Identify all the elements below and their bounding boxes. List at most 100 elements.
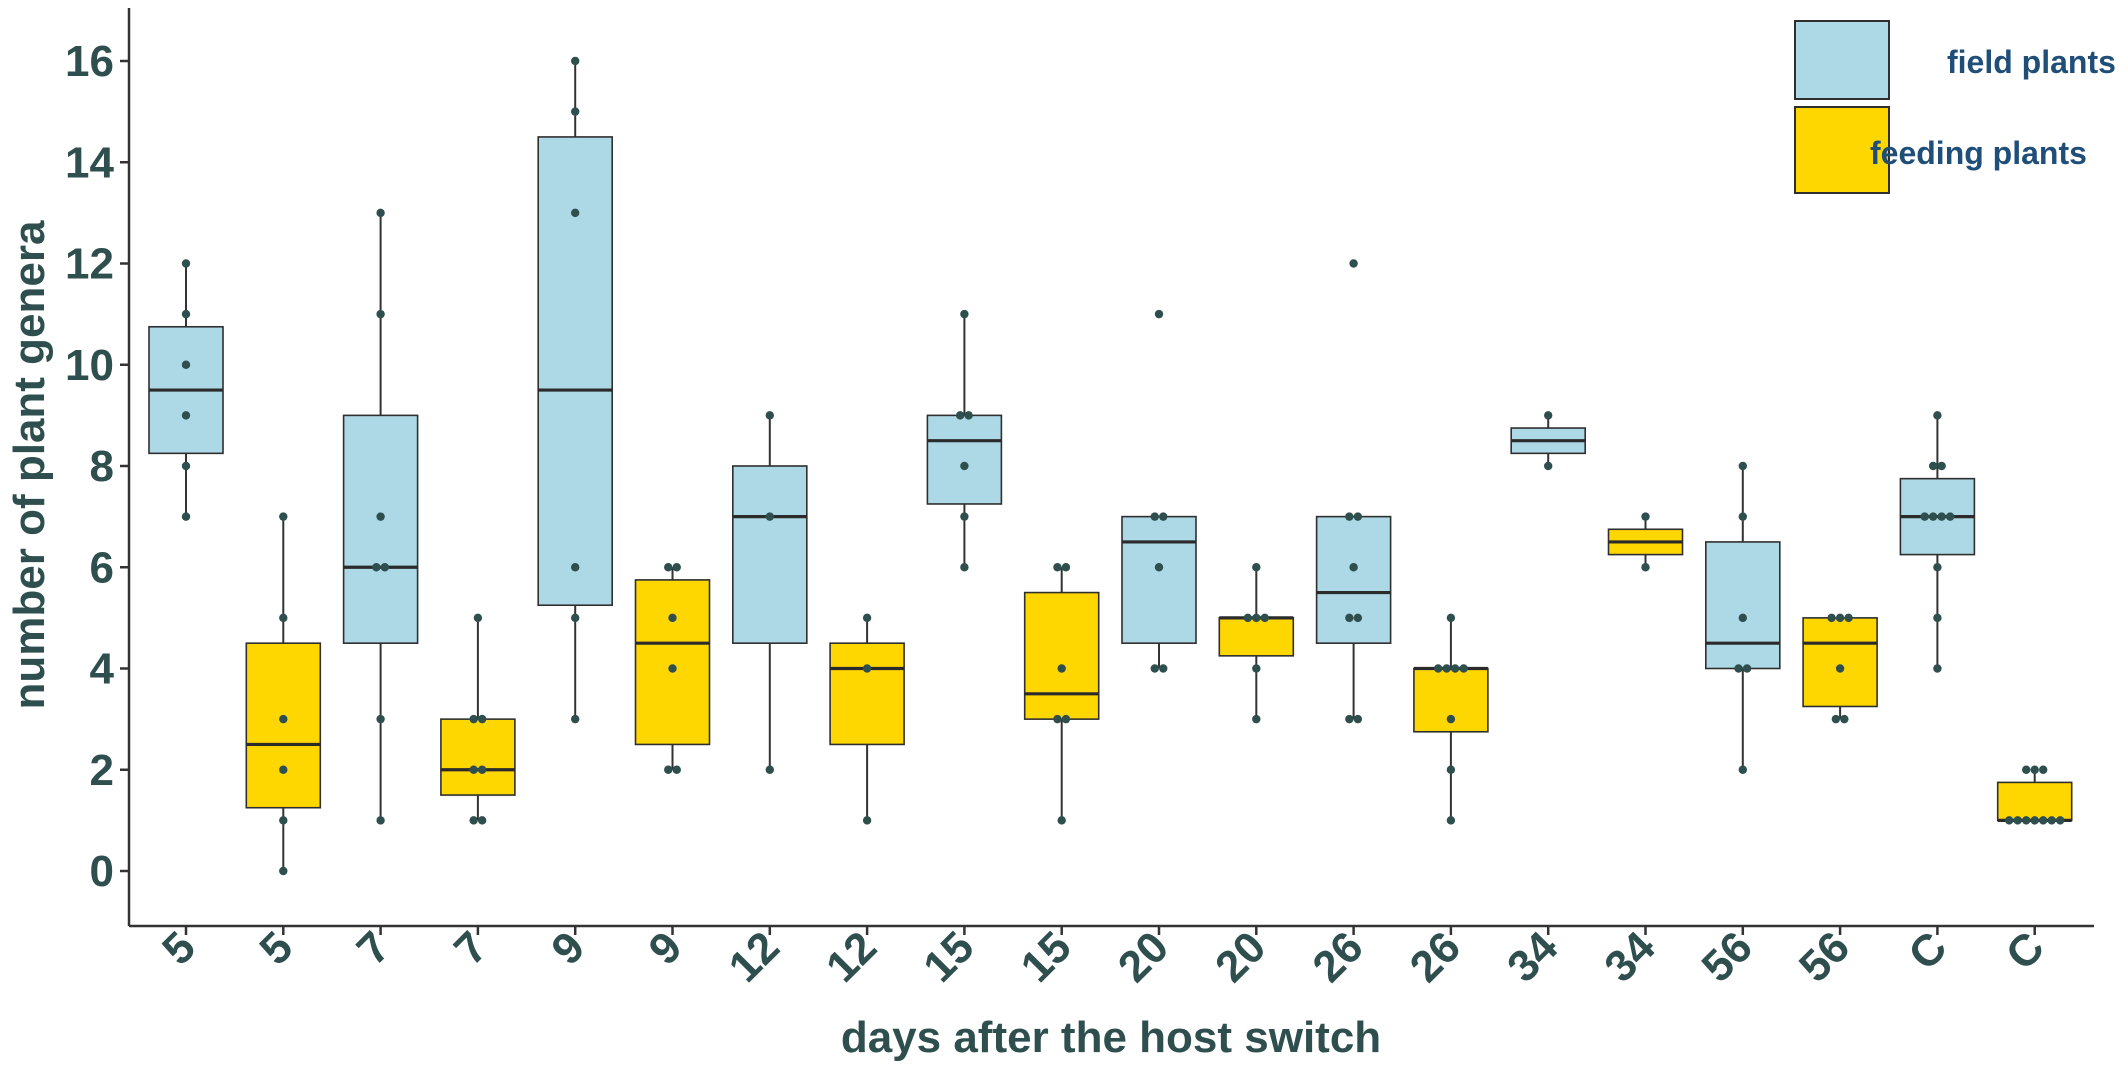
y-tick-label: 12 (65, 240, 114, 289)
data-point (376, 309, 385, 319)
data-point (1831, 714, 1841, 724)
data-point (672, 563, 681, 572)
data-point (2056, 816, 2065, 825)
data-point (469, 714, 478, 724)
data-point (955, 411, 965, 420)
data-point (1243, 613, 1253, 623)
data-point (2030, 765, 2039, 774)
data-point (1053, 563, 1062, 572)
data-point (279, 714, 288, 724)
data-point (372, 563, 381, 572)
data-point (862, 613, 872, 623)
data-point (1734, 664, 1743, 673)
data-point (571, 208, 580, 218)
x-axis-title: days after the host switch (841, 1013, 1381, 1062)
data-point (473, 613, 483, 623)
data-point (1928, 461, 1938, 471)
data-point (1928, 512, 1938, 521)
data-point (1937, 512, 1946, 521)
data-point (862, 816, 872, 825)
box-8 (829, 613, 905, 825)
box-3 (342, 208, 419, 825)
box-iqr (1218, 617, 1295, 657)
data-point (1450, 664, 1460, 673)
data-point (1933, 411, 1942, 420)
data-point (380, 563, 390, 572)
data-point (469, 765, 478, 774)
data-point (1345, 512, 1354, 521)
data-point (862, 664, 872, 673)
y-axis-title: number of plant genera (5, 220, 54, 709)
data-point (1150, 512, 1159, 521)
data-point (1933, 613, 1942, 623)
box-11 (1121, 309, 1197, 673)
box-iqr (634, 579, 711, 746)
data-point (571, 563, 580, 572)
y-tick-label: 6 (90, 543, 114, 592)
box-13 (1315, 259, 1392, 724)
data-point (181, 512, 191, 521)
data-point (2022, 816, 2031, 825)
data-point (1446, 714, 1456, 724)
data-point (765, 512, 774, 521)
box-16 (1607, 512, 1684, 572)
data-point (1544, 461, 1553, 471)
x-tick-label: 26 (1303, 922, 1372, 991)
data-point (960, 309, 969, 319)
y-tick-label: 8 (90, 442, 114, 491)
data-point (376, 208, 385, 218)
x-tick-label: C (1997, 922, 2054, 979)
data-point (1835, 613, 1845, 623)
data-point (279, 512, 288, 521)
data-point (571, 56, 580, 66)
data-point (279, 816, 288, 825)
legend-label-field-plants: field plants (1947, 44, 2116, 80)
box-iqr (245, 642, 322, 809)
data-point (279, 765, 288, 774)
data-point (376, 512, 385, 521)
x-tick-label: 7 (348, 922, 400, 974)
box-10 (1023, 563, 1100, 825)
data-point (376, 816, 385, 825)
y-tick-label: 2 (90, 746, 114, 795)
data-point (765, 411, 774, 420)
data-point (1641, 563, 1650, 572)
data-point (1159, 512, 1168, 521)
box-15 (1510, 411, 1586, 471)
data-point (1345, 613, 1354, 623)
x-tick-label: 26 (1401, 922, 1470, 991)
data-point (2039, 765, 2048, 774)
x-tick-label: C (1899, 922, 1956, 979)
x-tick-label: 5 (153, 922, 205, 974)
box-18 (1802, 613, 1878, 724)
box-2 (245, 512, 322, 876)
data-point (1057, 664, 1066, 673)
data-point (181, 309, 191, 319)
data-point (1641, 512, 1650, 521)
data-point (477, 765, 487, 774)
data-point (1349, 259, 1358, 268)
data-point (1844, 613, 1853, 623)
data-point (181, 411, 191, 420)
data-point (469, 816, 478, 825)
data-point (1252, 664, 1261, 673)
data-point (1252, 613, 1261, 623)
data-point (1442, 664, 1451, 673)
box-iqr (1802, 617, 1878, 708)
data-point (960, 563, 969, 572)
data-point (477, 714, 487, 724)
box-iqr (1121, 515, 1197, 644)
data-point (1353, 512, 1363, 521)
data-point (1933, 664, 1942, 673)
data-point (1544, 411, 1553, 420)
box-17 (1705, 461, 1781, 774)
x-tick-label: 15 (914, 922, 983, 991)
data-point (765, 765, 774, 774)
legend: field plants feeding plants (1794, 20, 2116, 194)
data-point (477, 816, 487, 825)
data-point (571, 613, 580, 623)
data-point (668, 664, 677, 673)
data-point (1937, 461, 1946, 471)
legend-key-feeding-plants (1794, 106, 1890, 194)
